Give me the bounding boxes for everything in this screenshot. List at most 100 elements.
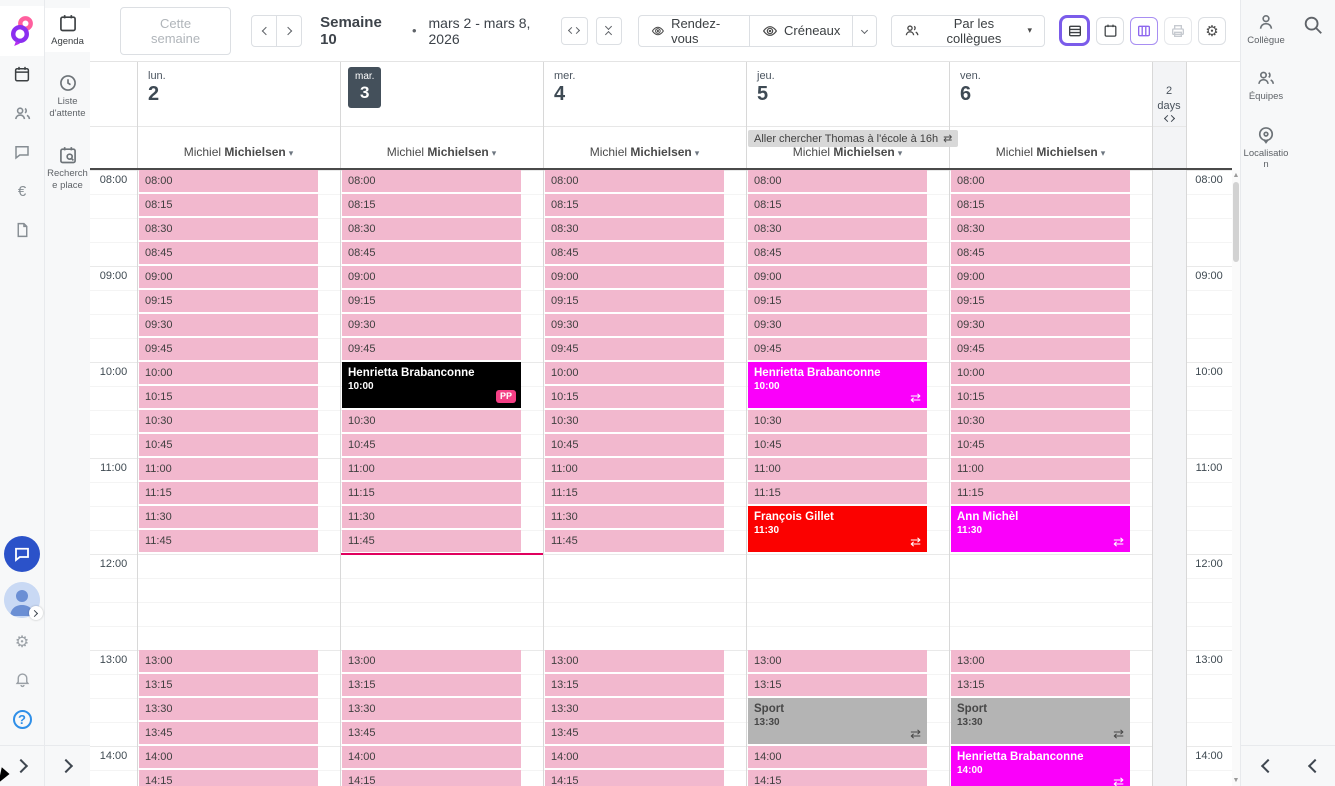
time-slot[interactable]: 10:15 — [545, 386, 724, 408]
time-slot[interactable]: 14:00 — [545, 746, 724, 768]
time-slot[interactable]: 13:30 — [545, 698, 724, 720]
time-slot[interactable]: 13:00 — [545, 650, 724, 672]
time-slot[interactable]: 10:30 — [342, 410, 521, 432]
day-header-mar[interactable]: mar. 3 — [340, 62, 543, 126]
time-slot[interactable]: 14:00 — [748, 746, 927, 768]
event[interactable]: Sport 13:30 ⇄ — [748, 698, 927, 744]
messages-nav-icon[interactable] — [12, 142, 32, 162]
time-slot[interactable]: 09:00 — [545, 266, 724, 288]
time-slot[interactable]: 11:15 — [139, 482, 318, 504]
day-header-lun[interactable]: lun. 2 — [137, 62, 340, 126]
show-slots-toggle[interactable]: Créneaux — [749, 15, 852, 46]
time-slot[interactable]: 09:30 — [342, 314, 521, 336]
sidebar-item-waitlist[interactable]: Liste d'attente — [45, 68, 90, 124]
time-slot[interactable]: 13:00 — [342, 650, 521, 672]
day-header-mer[interactable]: mer. 4 — [543, 62, 746, 126]
time-slot[interactable]: 08:15 — [951, 194, 1130, 216]
time-slot[interactable]: 11:00 — [139, 458, 318, 480]
day-header-ven[interactable]: ven. 6 — [949, 62, 1152, 126]
time-slot[interactable]: 10:30 — [139, 410, 318, 432]
time-slot[interactable]: 11:00 — [951, 458, 1130, 480]
time-slot[interactable]: 08:45 — [951, 242, 1130, 264]
time-slot[interactable]: 09:00 — [951, 266, 1130, 288]
day-header-jeu[interactable]: jeu. 5 — [746, 62, 949, 126]
show-appointments-toggle[interactable]: Rendez-vous — [639, 16, 749, 46]
time-slot[interactable]: 08:00 — [951, 170, 1130, 192]
time-slot[interactable]: 09:45 — [342, 338, 521, 360]
time-slot[interactable]: 09:30 — [951, 314, 1130, 336]
time-slot[interactable]: 08:45 — [545, 242, 724, 264]
time-slot[interactable]: 11:00 — [545, 458, 724, 480]
time-slot[interactable]: 09:45 — [139, 338, 318, 360]
time-slot[interactable]: 14:00 — [139, 746, 318, 768]
time-slot[interactable]: 08:30 — [342, 218, 521, 240]
filter-location[interactable]: Localisation — [1241, 123, 1291, 173]
time-slot[interactable]: 14:15 — [139, 770, 318, 786]
time-slot[interactable]: 13:00 — [139, 650, 318, 672]
clients-nav-icon[interactable] — [12, 103, 32, 123]
calendar-settings-button[interactable]: ⚙ — [1198, 16, 1226, 45]
agenda-view-button[interactable] — [1096, 16, 1124, 45]
time-slot[interactable]: 11:45 — [545, 530, 724, 552]
chat-fab-button[interactable] — [4, 536, 40, 572]
sidebar-item-agenda[interactable]: Agenda — [45, 8, 90, 53]
visibility-dropdown-button[interactable] — [852, 15, 876, 46]
time-slot[interactable]: 13:30 — [139, 698, 318, 720]
time-slot[interactable]: 13:45 — [342, 722, 521, 744]
time-slot[interactable]: 09:00 — [748, 266, 927, 288]
time-slot[interactable]: 09:30 — [545, 314, 724, 336]
time-slot[interactable]: 09:30 — [748, 314, 927, 336]
time-slot[interactable]: 13:15 — [139, 674, 318, 696]
columns-view-button[interactable] — [1130, 16, 1158, 45]
time-slot[interactable]: 13:15 — [951, 674, 1130, 696]
payments-nav-icon[interactable]: € — [17, 182, 27, 200]
previous-week-button[interactable] — [252, 16, 276, 46]
time-slot[interactable]: 11:30 — [545, 506, 724, 528]
time-slot[interactable]: 08:00 — [342, 170, 521, 192]
time-slot[interactable]: 13:15 — [545, 674, 724, 696]
time-slot[interactable]: 10:30 — [951, 410, 1130, 432]
time-slot[interactable]: 11:45 — [342, 530, 521, 552]
time-slot[interactable]: 13:00 — [748, 650, 927, 672]
time-slot[interactable]: 09:15 — [951, 290, 1130, 312]
expand-left-menu-button[interactable] — [45, 745, 90, 786]
time-slot[interactable]: 08:45 — [139, 242, 318, 264]
resource-selector[interactable]: Michiel Michielsen ▾ — [589, 145, 700, 159]
avatar-expand-icon[interactable] — [29, 606, 43, 620]
time-slot[interactable]: 09:00 — [342, 266, 521, 288]
time-slot[interactable]: 08:15 — [748, 194, 927, 216]
time-slot[interactable]: 11:15 — [951, 482, 1130, 504]
time-slot[interactable]: 08:00 — [139, 170, 318, 192]
sidebar-item-search-place[interactable]: Recherche place — [45, 140, 90, 196]
expand-left-rail-button[interactable] — [0, 745, 44, 786]
time-slot[interactable]: 10:45 — [342, 434, 521, 456]
time-slot[interactable]: 11:00 — [748, 458, 927, 480]
time-slot[interactable]: 09:15 — [748, 290, 927, 312]
time-slot[interactable]: 14:15 — [545, 770, 724, 786]
time-slot[interactable]: 11:15 — [545, 482, 724, 504]
by-colleagues-dropdown[interactable]: Par les collègues ▾ — [891, 14, 1045, 47]
search-icon[interactable] — [1302, 14, 1324, 36]
time-slot[interactable]: 10:30 — [748, 410, 927, 432]
user-avatar[interactable] — [4, 582, 43, 620]
time-slot[interactable]: 08:15 — [139, 194, 318, 216]
resource-selector[interactable]: Michiel Michielsen ▾ — [792, 145, 903, 159]
collapse-search-rail-button[interactable] — [1291, 745, 1335, 786]
time-slot[interactable]: 10:45 — [951, 434, 1130, 456]
time-slot[interactable]: 14:15 — [748, 770, 927, 786]
documents-nav-icon[interactable] — [12, 220, 32, 240]
collapse-vertical-button[interactable] — [595, 16, 623, 45]
two-days-column[interactable]: 2 days — [1152, 62, 1186, 786]
time-slot[interactable]: 08:30 — [139, 218, 318, 240]
filter-teams[interactable]: Équipes — [1241, 66, 1291, 104]
time-slot[interactable]: 08:45 — [748, 242, 927, 264]
calendar-nav-icon[interactable] — [12, 64, 32, 84]
time-slot[interactable]: 09:45 — [951, 338, 1130, 360]
time-slot[interactable]: 11:30 — [139, 506, 318, 528]
time-slot[interactable]: 09:30 — [139, 314, 318, 336]
this-week-button[interactable]: Cette semaine — [120, 6, 232, 55]
event[interactable]: François Gillet 11:30 ⇄ — [748, 506, 927, 552]
event[interactable]: Henrietta Brabanconne 10:00 PP — [342, 362, 521, 408]
time-slot[interactable]: 09:45 — [748, 338, 927, 360]
time-slot[interactable]: 09:15 — [545, 290, 724, 312]
